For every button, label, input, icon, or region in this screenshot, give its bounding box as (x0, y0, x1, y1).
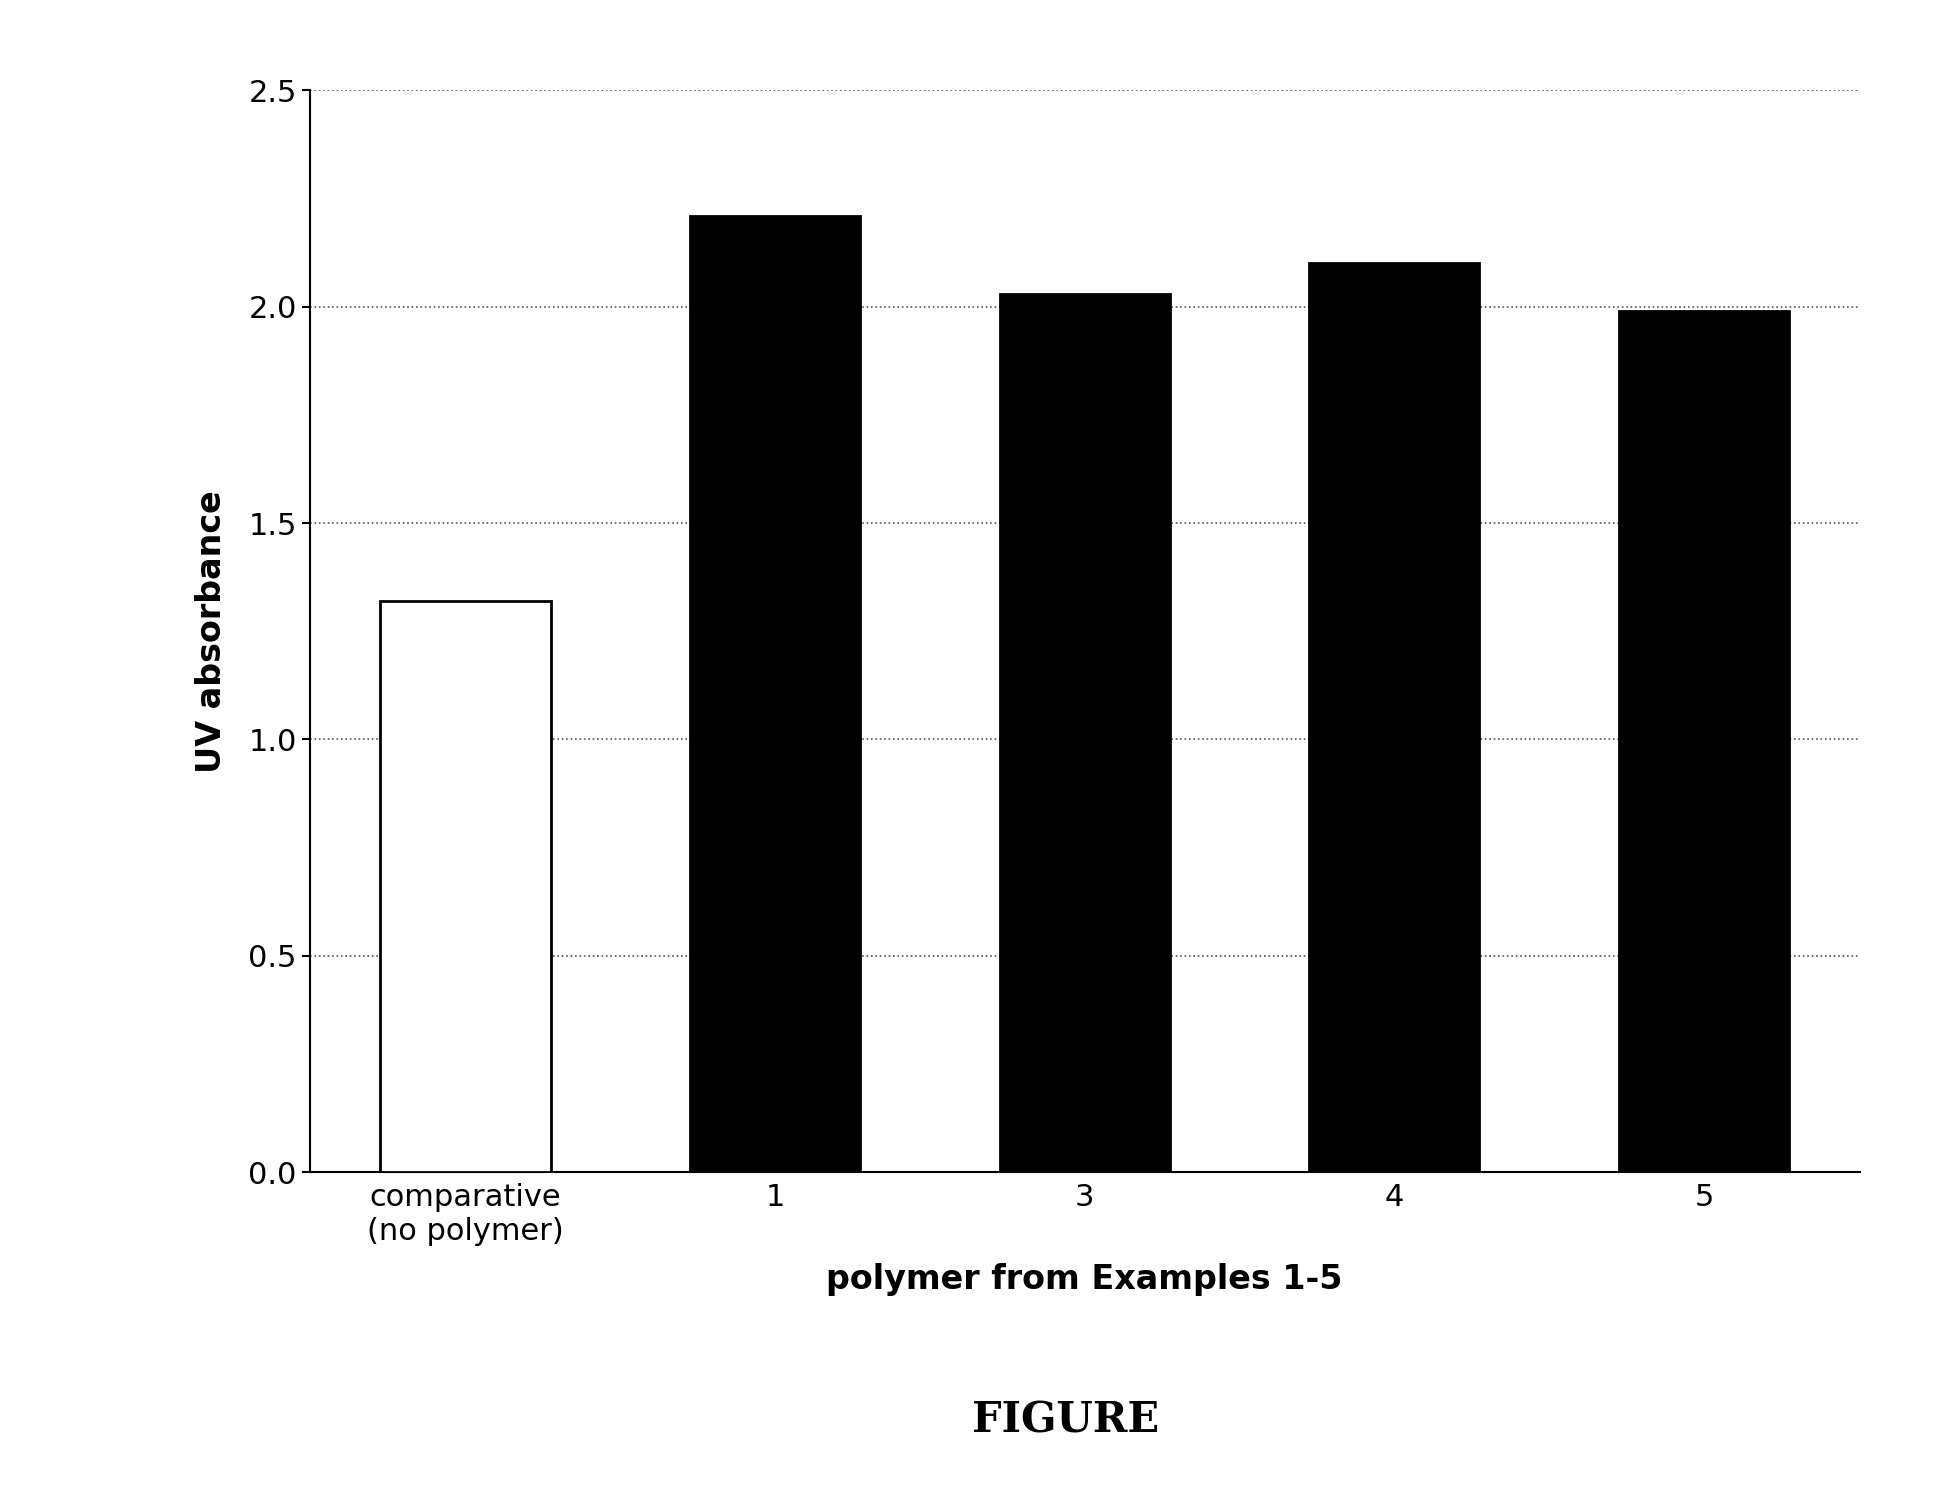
X-axis label: polymer from Examples 1-5: polymer from Examples 1-5 (827, 1263, 1342, 1296)
Bar (1619, 311, 1790, 1172)
Bar (999, 293, 1170, 1172)
Text: FIGURE: FIGURE (972, 1399, 1158, 1441)
Bar (690, 216, 860, 1172)
Bar (1309, 263, 1480, 1172)
Y-axis label: UV absorbance: UV absorbance (194, 490, 227, 773)
Bar (380, 601, 550, 1172)
